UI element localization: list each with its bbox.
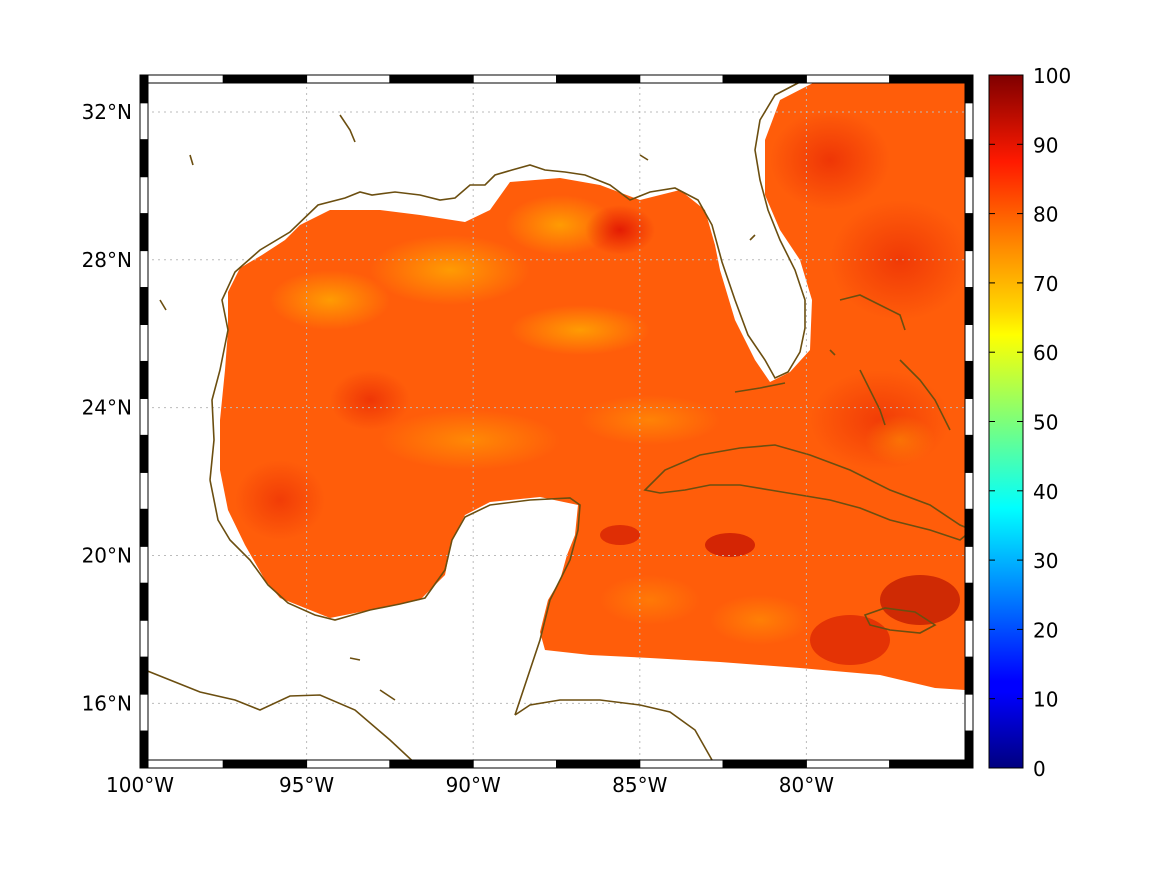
frame-segment-left [139, 656, 149, 695]
frame-segment-left [139, 287, 149, 325]
frame-segment-top [306, 74, 391, 84]
frame-segment-right [964, 434, 974, 473]
longitude-label: 90°W [446, 773, 501, 797]
frame-segment-right [964, 730, 974, 769]
colorbar-tick-label: 100 [1033, 64, 1071, 88]
frame-segment-left [139, 619, 149, 658]
map-frame [139, 74, 974, 769]
longitude-label: 100°W [106, 773, 174, 797]
colorbar-tick-label: 70 [1033, 272, 1058, 296]
frame-segment-left [139, 508, 149, 547]
frame-segment-right [964, 139, 974, 178]
longitude-labels: 100°W 95°W 90°W 85°W 80°W [106, 773, 834, 797]
frame-segment-bottom [639, 759, 724, 769]
gulf-field [220, 82, 965, 690]
frame-segment-left [139, 250, 149, 289]
frame-segment-right [964, 471, 974, 510]
honduras-coastline [514, 699, 713, 761]
frame-segment-right [964, 74, 974, 104]
colorbar-tick-label: 20 [1033, 618, 1058, 642]
florida-keys [734, 382, 786, 393]
frame-segment-bottom [889, 759, 974, 769]
frame-segment-right [964, 213, 974, 252]
colorbar: 0 10 20 30 40 50 60 70 80 90 100 [988, 64, 1071, 781]
colorbar-ticks: 0 10 20 30 40 50 60 70 80 90 100 [989, 64, 1071, 781]
frame-segment-left [139, 730, 149, 769]
frame-segment-bottom [556, 759, 641, 769]
frame-segment-left [139, 693, 149, 732]
frame-segment-right [964, 582, 974, 621]
frame-segment-top [889, 74, 974, 84]
frame-segment-top [139, 74, 224, 84]
frame-segment-right [964, 397, 974, 436]
frame-segment-bottom [139, 759, 224, 769]
frame-segment-bottom [389, 759, 474, 769]
longitude-label: 85°W [612, 773, 667, 797]
ocean-data-field [220, 82, 970, 690]
frame-segment-right [964, 693, 974, 732]
frame-segment-left [139, 74, 149, 104]
frame-segment-right [964, 176, 974, 215]
frame-segment-top [222, 74, 308, 84]
frame-segment-left [139, 176, 149, 215]
colorbar-tick-label: 50 [1033, 411, 1058, 435]
frame-segment-right [964, 619, 974, 658]
frame-segment-left [139, 360, 149, 399]
frame-segment-top [722, 74, 807, 84]
colorbar-tick-label: 80 [1033, 203, 1058, 227]
longitude-label: 80°W [779, 773, 834, 797]
latitude-label: 24°N [82, 396, 132, 420]
us-gulf-coastline [209, 75, 816, 481]
frame-segment-right [964, 287, 974, 325]
colorbar-tick-label: 90 [1033, 133, 1058, 157]
colorbar-tick-label: 40 [1033, 480, 1058, 504]
cuba-coastline [643, 444, 973, 541]
frame-segment-left [139, 545, 149, 584]
frame-segment-right [964, 656, 974, 695]
frame-segment-left [139, 139, 149, 178]
frame-segment-top [472, 74, 558, 84]
frame-segment-left [139, 213, 149, 252]
frame-segment-left [139, 471, 149, 510]
frame-segment-bottom [472, 759, 558, 769]
frame-segment-top [639, 74, 724, 84]
frame-segment-right [964, 360, 974, 399]
frame-segment-top [389, 74, 474, 84]
jamaica-coastline [863, 607, 937, 634]
colorbar-tick-label: 60 [1033, 341, 1058, 365]
latitude-labels: 16°N 20°N 24°N 28°N 32°N [82, 100, 132, 715]
frame-segment-left [139, 434, 149, 473]
colorbar-tick-label: 30 [1033, 549, 1058, 573]
latitude-label: 20°N [82, 543, 132, 567]
frame-segment-right [964, 102, 974, 141]
latitude-label: 16°N [82, 691, 132, 715]
latitude-label: 32°N [82, 100, 132, 124]
frame-segment-bottom [722, 759, 807, 769]
frame-segment-bottom [805, 759, 891, 769]
frame-segment-bottom [222, 759, 308, 769]
colorbar-tick-label: 0 [1033, 757, 1046, 781]
frame-segment-right [964, 545, 974, 584]
frame-segment-bottom [306, 759, 391, 769]
frame-segment-right [964, 323, 974, 362]
frame-segment-right [964, 250, 974, 289]
frame-segment-right [964, 508, 974, 547]
colorbar-tick-label: 10 [1033, 688, 1058, 712]
central-america-coastline [140, 667, 421, 768]
latitude-label: 28°N [82, 248, 132, 272]
frame-segment-top [556, 74, 641, 84]
frame-segment-top [805, 74, 891, 84]
frame-segment-left [139, 397, 149, 436]
frame-segment-left [139, 323, 149, 362]
longitude-label: 95°W [279, 773, 334, 797]
coastlines [140, 75, 973, 768]
frame-segment-left [139, 102, 149, 141]
frame-segment-left [139, 582, 149, 621]
mexico-coastline [209, 479, 581, 716]
bahamas-coastline [829, 294, 951, 431]
